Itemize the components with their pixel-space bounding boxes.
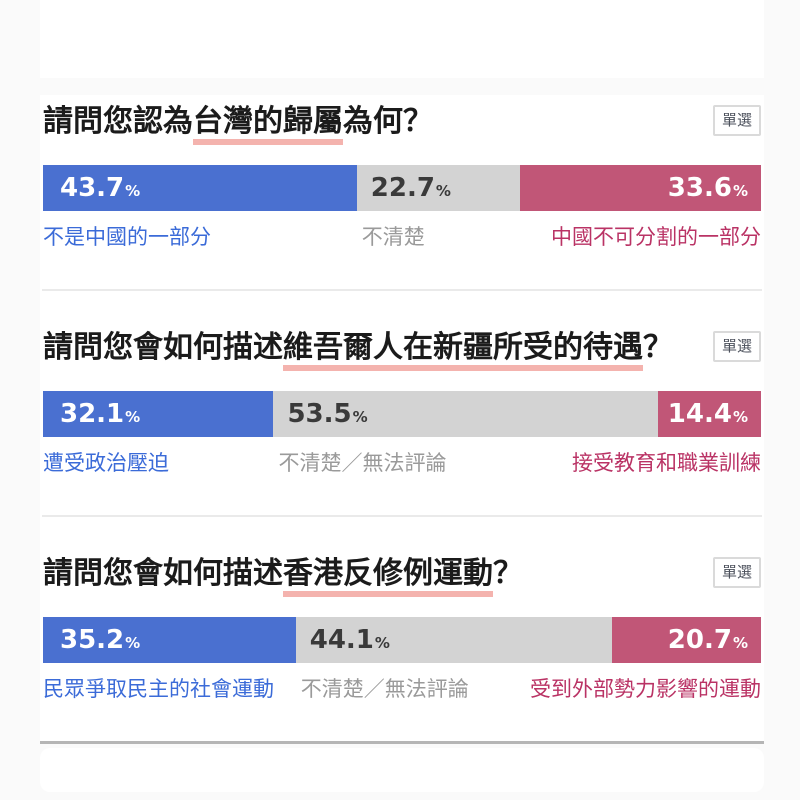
bar-segment-option-c: 14.4% (657, 391, 761, 437)
percent-value: 32.1% (60, 399, 141, 429)
answer-label-c: 受到外部勢力影響的運動 (530, 677, 761, 701)
answer-labels: 遭受政治壓迫 不清楚／無法評論 接受教育和職業訓練 (43, 449, 761, 477)
question-title-prefix: 請問您認為 (43, 104, 193, 139)
bar-segment-option-a: 43.7% (43, 165, 357, 211)
percent-value: 44.1% (309, 625, 390, 655)
percent-value: 35.2% (60, 625, 141, 655)
percent-sign: % (125, 408, 141, 426)
question-title-suffix: ？ (643, 330, 673, 365)
survey-results-card: 請問您認為台灣的歸屬為何？ 單選 43.7% 22.7% 33.6% 不是中國的… (40, 95, 764, 744)
answer-labels: 民眾爭取民主的社會運動 不清楚／無法評論 受到外部勢力影響的運動 (43, 675, 761, 703)
percent-sign: % (352, 408, 368, 426)
header-card (40, 0, 764, 78)
question-title-prefix: 請問您會如何描述 (43, 330, 283, 365)
question-title-prefix: 請問您會如何描述 (43, 556, 283, 591)
percent-value: 22.7% (370, 173, 451, 203)
single-choice-badge: 單選 (712, 105, 761, 136)
percent-sign: % (732, 408, 748, 426)
question-title-highlight: 香港反修例運動 (283, 556, 493, 591)
question-header: 請問您認為台灣的歸屬為何？ 單選 (43, 103, 761, 143)
answer-label-b: 不清楚／無法評論 (300, 677, 469, 701)
percent-value: 20.7% (667, 625, 748, 655)
stacked-bar-chart: 35.2% 44.1% 20.7% (43, 617, 761, 663)
percent-value: 33.6% (667, 173, 748, 203)
bar-segment-option-c: 33.6% (519, 165, 761, 211)
question-block-hongkong: 請問您會如何描述香港反修例運動？ 單選 35.2% 44.1% 20.7% 民眾… (42, 515, 762, 741)
percent-sign: % (732, 634, 748, 652)
stacked-bar-chart: 43.7% 22.7% 33.6% (43, 165, 761, 211)
answer-label-b: 不清楚／無法評論 (278, 451, 447, 475)
percent-value: 14.4% (667, 399, 748, 429)
answer-label-b: 不清楚 (361, 225, 425, 249)
bar-segment-option-b: 53.5% (273, 391, 658, 437)
bar-segment-option-c: 20.7% (612, 617, 761, 663)
percent-sign: % (732, 182, 748, 200)
next-section-card (40, 748, 764, 792)
answer-label-c: 接受教育和職業訓練 (572, 451, 761, 475)
bar-segment-option-a: 32.1% (43, 391, 274, 437)
question-block-taiwan: 請問您認為台灣的歸屬為何？ 單選 43.7% 22.7% 33.6% 不是中國的… (42, 103, 762, 289)
percent-sign: % (125, 182, 141, 200)
percent-sign: % (435, 182, 451, 200)
question-block-xinjiang: 請問您會如何描述維吾爾人在新疆所受的待遇？ 單選 32.1% 53.5% 14.… (42, 289, 762, 515)
question-title-highlight: 維吾爾人在新疆所受的待遇 (283, 330, 643, 365)
question-title-highlight: 台灣的歸屬 (193, 104, 343, 139)
question-title: 請問您會如何描述香港反修例運動？ (43, 555, 523, 593)
bar-segment-option-a: 35.2% (43, 617, 296, 663)
bar-segment-option-b: 44.1% (295, 617, 613, 663)
question-header: 請問您會如何描述維吾爾人在新疆所受的待遇？ 單選 (43, 329, 761, 369)
percent-value: 53.5% (287, 399, 368, 429)
answer-label-a: 不是中國的一部分 (43, 225, 211, 249)
answer-labels: 不是中國的一部分 不清楚 中國不可分割的一部分 (43, 223, 761, 251)
single-choice-badge: 單選 (712, 331, 761, 362)
answer-label-a: 民眾爭取民主的社會運動 (43, 677, 274, 701)
answer-label-a: 遭受政治壓迫 (43, 451, 169, 475)
stacked-bar-chart: 32.1% 53.5% 14.4% (43, 391, 761, 437)
question-header: 請問您會如何描述香港反修例運動？ 單選 (43, 555, 761, 595)
question-title-suffix: ？ (493, 556, 523, 591)
percent-sign: % (125, 634, 141, 652)
question-title: 請問您會如何描述維吾爾人在新疆所受的待遇？ (43, 329, 673, 367)
question-title: 請問您認為台灣的歸屬為何？ (43, 103, 433, 141)
single-choice-badge: 單選 (712, 557, 761, 588)
answer-label-c: 中國不可分割的一部分 (551, 225, 761, 249)
percent-value: 43.7% (60, 173, 141, 203)
bar-segment-option-b: 22.7% (356, 165, 520, 211)
percent-sign: % (374, 634, 390, 652)
question-title-suffix: 為何？ (343, 104, 433, 139)
